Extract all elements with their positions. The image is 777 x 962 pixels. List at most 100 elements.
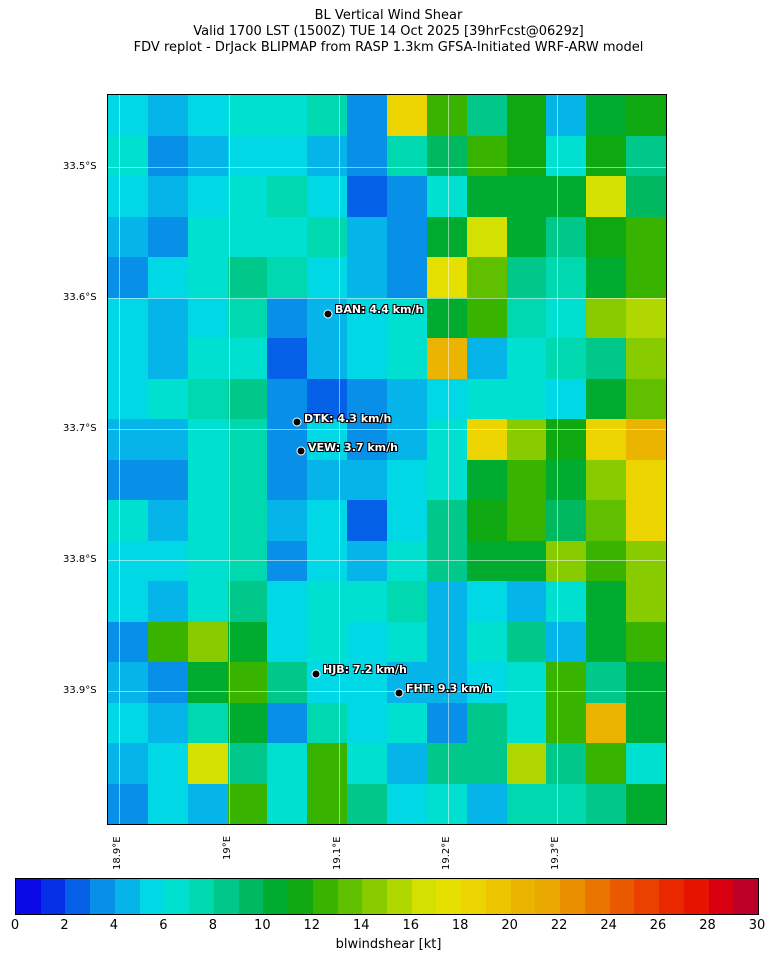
site-marker-hjb[interactable] [311, 669, 321, 679]
field-cell [307, 581, 349, 623]
field-cell [426, 338, 468, 380]
field-cell [546, 743, 588, 785]
field-cell [426, 459, 468, 501]
field-cell [586, 419, 628, 461]
field-cell [426, 95, 468, 137]
lat-label: 33.6°S [63, 292, 97, 303]
field-cell [586, 783, 628, 824]
field-cell [307, 95, 349, 137]
field-cell [426, 581, 468, 623]
colorbar-segment [238, 879, 264, 914]
colorbar-segment [40, 879, 66, 914]
field-cell [426, 297, 468, 339]
field-cell [147, 257, 189, 299]
field-cell [466, 257, 508, 299]
field-cell [466, 297, 508, 339]
colorbar-segment [337, 879, 363, 914]
colorbar-segment [560, 879, 585, 914]
field-cell [227, 135, 269, 177]
field-cell [347, 540, 388, 582]
field-cell [347, 338, 388, 380]
field-cell [626, 419, 666, 461]
colorbar-tick-label: 24 [600, 918, 617, 933]
field-cell [227, 459, 269, 501]
field-cell [506, 135, 548, 177]
field-cell [466, 500, 508, 542]
field-cell [586, 581, 628, 623]
colorbar-segment [65, 879, 91, 914]
field-cell [466, 702, 508, 744]
field-cell [426, 176, 468, 218]
colorbar-segment [609, 879, 635, 914]
graticule-line [448, 95, 449, 824]
colorbar-segment [114, 879, 140, 914]
field-cell [506, 662, 548, 704]
field-cell [147, 419, 189, 461]
field-cell [626, 216, 666, 258]
field-cell [586, 257, 628, 299]
field-cell [506, 500, 548, 542]
site-marker-vew[interactable] [296, 446, 306, 456]
field-cell [147, 297, 189, 339]
field-cell [227, 257, 269, 299]
colorbar-segment [485, 879, 511, 914]
field-cell [187, 95, 229, 137]
field-cell [546, 621, 588, 663]
field-cell [586, 500, 628, 542]
field-cell [108, 783, 149, 824]
graticule-line [108, 167, 666, 168]
field-cell [267, 95, 309, 137]
field-cell [586, 378, 628, 420]
field-cell [387, 702, 428, 744]
field-cell [267, 216, 309, 258]
field-cell [466, 540, 508, 582]
site-marker-fht[interactable] [394, 688, 404, 698]
field-cell [267, 297, 309, 339]
field-cell [307, 419, 349, 461]
field-cell [546, 176, 588, 218]
colorbar-segment [584, 879, 610, 914]
field-cell [227, 216, 269, 258]
field-cell [387, 216, 428, 258]
site-marker-dtk[interactable] [292, 417, 302, 427]
field-cell [387, 95, 428, 137]
title-line-1: BL Vertical Wind Shear [314, 8, 463, 23]
field-cell [267, 378, 309, 420]
site-marker-ban[interactable] [323, 309, 333, 319]
colorbar-tick-label: 10 [254, 918, 271, 933]
wind-shear-map[interactable] [107, 94, 667, 825]
field-cell [466, 135, 508, 177]
colorbar-tick-label: 26 [649, 918, 667, 933]
field-cell [506, 297, 548, 339]
title-line-2: Valid 1700 LST (1500Z) TUE 14 Oct 2025 [… [193, 24, 584, 39]
field-cell [506, 702, 548, 744]
field-cell [466, 459, 508, 501]
field-cell [626, 95, 666, 137]
graticule-line [229, 95, 230, 824]
field-cell [466, 743, 508, 785]
field-cell [267, 621, 309, 663]
field-cell [466, 621, 508, 663]
field-cell [466, 783, 508, 824]
field-cell [187, 459, 229, 501]
field-cell [307, 662, 349, 704]
field-cell [307, 176, 349, 218]
colorbar-segment [263, 879, 289, 914]
field-cell [506, 783, 548, 824]
field-cell [267, 702, 309, 744]
colorbar-tick-label: 12 [303, 918, 321, 933]
field-cell [506, 95, 548, 137]
colorbar-tick-label: 4 [109, 918, 119, 933]
field-cell [387, 459, 428, 501]
field-cell [227, 581, 269, 623]
field-cell [546, 257, 588, 299]
field-cell [466, 95, 508, 137]
field-cell [466, 419, 508, 461]
field-cell [108, 459, 149, 501]
field-cell [267, 338, 309, 380]
field-cell [426, 662, 468, 704]
field-cell [466, 378, 508, 420]
field-cell [426, 216, 468, 258]
field-cell [108, 581, 149, 623]
field-cell [586, 176, 628, 218]
